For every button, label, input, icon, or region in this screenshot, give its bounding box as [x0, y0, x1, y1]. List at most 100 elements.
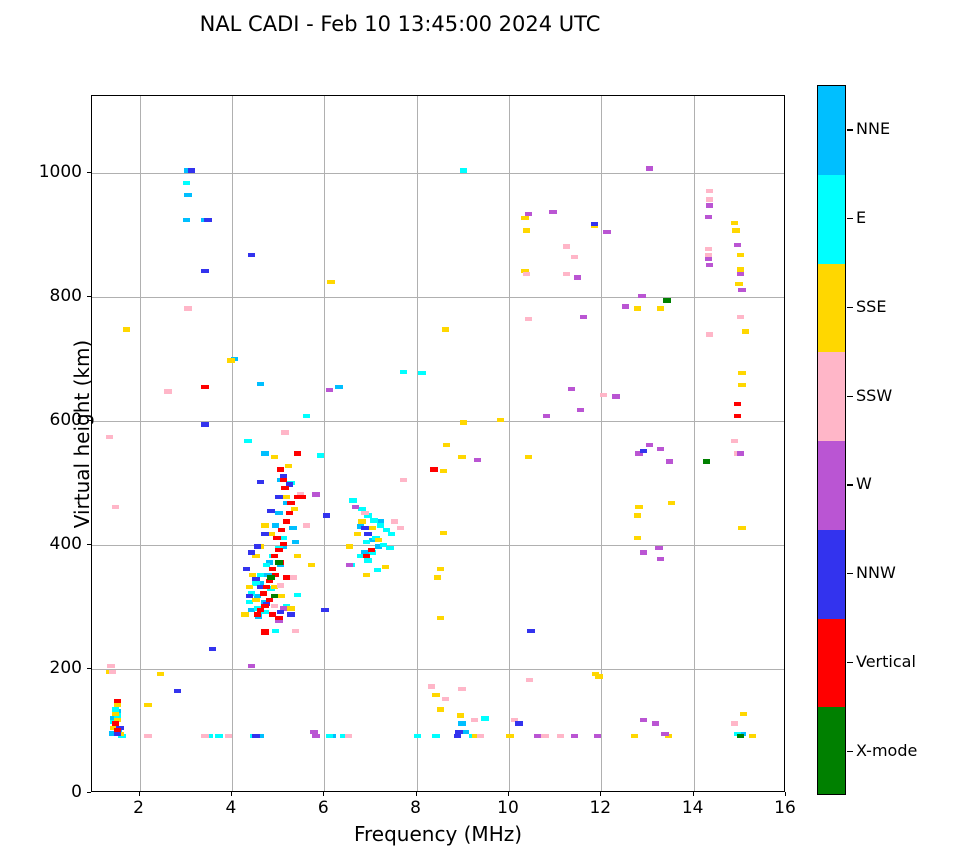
echo-marker	[562, 244, 571, 249]
echo-marker	[256, 581, 265, 586]
echo-marker	[541, 733, 549, 739]
echo-marker	[590, 222, 599, 227]
colorbar-label-w: W	[856, 474, 872, 494]
echo-marker	[524, 211, 533, 216]
echo-marker	[312, 733, 320, 739]
x-tick-label: 8	[410, 798, 421, 818]
echo-marker	[279, 541, 288, 547]
echo-marker	[182, 180, 191, 185]
echo-marker	[113, 699, 122, 704]
echo-marker	[737, 271, 745, 276]
echo-marker	[345, 562, 354, 568]
echo-marker	[646, 442, 654, 447]
echo-marker	[253, 612, 261, 617]
echo-marker	[279, 544, 288, 549]
echo-marker	[436, 566, 445, 571]
echo-marker	[382, 527, 391, 532]
echo-marker	[345, 544, 354, 549]
echo-marker	[526, 678, 534, 683]
echo-marker	[413, 733, 422, 739]
echo-marker	[379, 543, 388, 548]
echo-marker	[256, 479, 265, 485]
echo-marker	[264, 572, 272, 578]
colorbar-tick	[847, 218, 853, 220]
colorbar-tick	[847, 661, 853, 664]
gridline-vertical	[139, 96, 141, 791]
echo-marker	[276, 562, 285, 568]
echo-marker	[633, 306, 641, 311]
echo-marker	[506, 733, 514, 739]
azimuth-colorbar	[817, 85, 846, 795]
echo-marker	[439, 530, 448, 535]
echo-marker	[603, 230, 611, 235]
echo-marker	[290, 507, 298, 512]
y-tick-mark	[87, 792, 91, 793]
echo-marker	[201, 385, 209, 390]
echo-marker	[576, 407, 585, 413]
echo-marker	[733, 414, 742, 419]
colorbar-label-ssw: SSW	[856, 385, 893, 405]
echo-marker	[259, 591, 267, 596]
echo-marker	[224, 733, 232, 739]
colorbar-label-nnw: NNW	[856, 563, 896, 583]
echo-marker	[612, 394, 620, 399]
echo-marker	[363, 572, 371, 578]
y-tick-label: 0	[71, 782, 82, 802]
echo-marker	[543, 414, 551, 419]
echo-marker	[322, 513, 331, 518]
echo-marker	[252, 554, 260, 559]
echo-marker	[113, 717, 122, 723]
x-axis-label: Frequency (MHz)	[353, 822, 523, 846]
echo-marker	[252, 597, 260, 602]
echo-marker	[358, 507, 366, 512]
echo-marker	[418, 370, 426, 376]
echo-marker	[244, 438, 252, 444]
echo-marker	[261, 531, 269, 537]
echo-marker	[496, 417, 505, 423]
echo-marker	[349, 498, 357, 503]
echo-marker	[261, 630, 269, 636]
echo-marker	[663, 298, 671, 303]
echo-marker	[303, 523, 311, 528]
echo-marker	[276, 609, 285, 615]
x-tick-mark	[230, 792, 232, 796]
echo-marker	[730, 438, 738, 444]
x-tick-label: 12	[589, 798, 612, 818]
echo-marker	[201, 422, 209, 427]
echo-marker	[144, 733, 152, 739]
echo-marker	[441, 327, 449, 332]
echo-marker	[460, 420, 468, 425]
echo-marker	[630, 733, 639, 739]
echo-marker	[351, 504, 360, 509]
echo-marker	[706, 332, 714, 337]
echo-marker	[201, 733, 209, 739]
echo-marker	[704, 256, 713, 262]
echo-marker	[184, 306, 192, 311]
echo-marker	[268, 612, 277, 617]
echo-marker	[281, 430, 289, 435]
echo-marker	[640, 717, 648, 723]
echo-marker	[253, 593, 261, 599]
x-tick-mark	[138, 792, 140, 796]
echo-marker	[291, 628, 300, 633]
echo-marker	[433, 575, 442, 580]
echo-marker	[369, 538, 377, 543]
echo-marker	[704, 253, 713, 258]
echo-marker	[276, 467, 285, 472]
echo-marker	[358, 519, 366, 524]
echo-marker	[470, 717, 478, 723]
echo-marker	[621, 304, 629, 309]
x-tick-label: 2	[133, 798, 144, 818]
echo-marker	[266, 597, 274, 602]
echo-marker	[204, 217, 212, 223]
echo-marker	[105, 434, 114, 439]
echo-marker	[256, 608, 265, 613]
echo-marker	[458, 686, 466, 692]
echo-marker	[386, 546, 394, 551]
echo-marker	[665, 459, 674, 464]
x-tick-label: 4	[225, 798, 237, 818]
echo-marker	[436, 616, 445, 621]
echo-marker	[460, 168, 468, 173]
echo-marker	[270, 455, 279, 460]
echo-marker	[206, 733, 214, 739]
